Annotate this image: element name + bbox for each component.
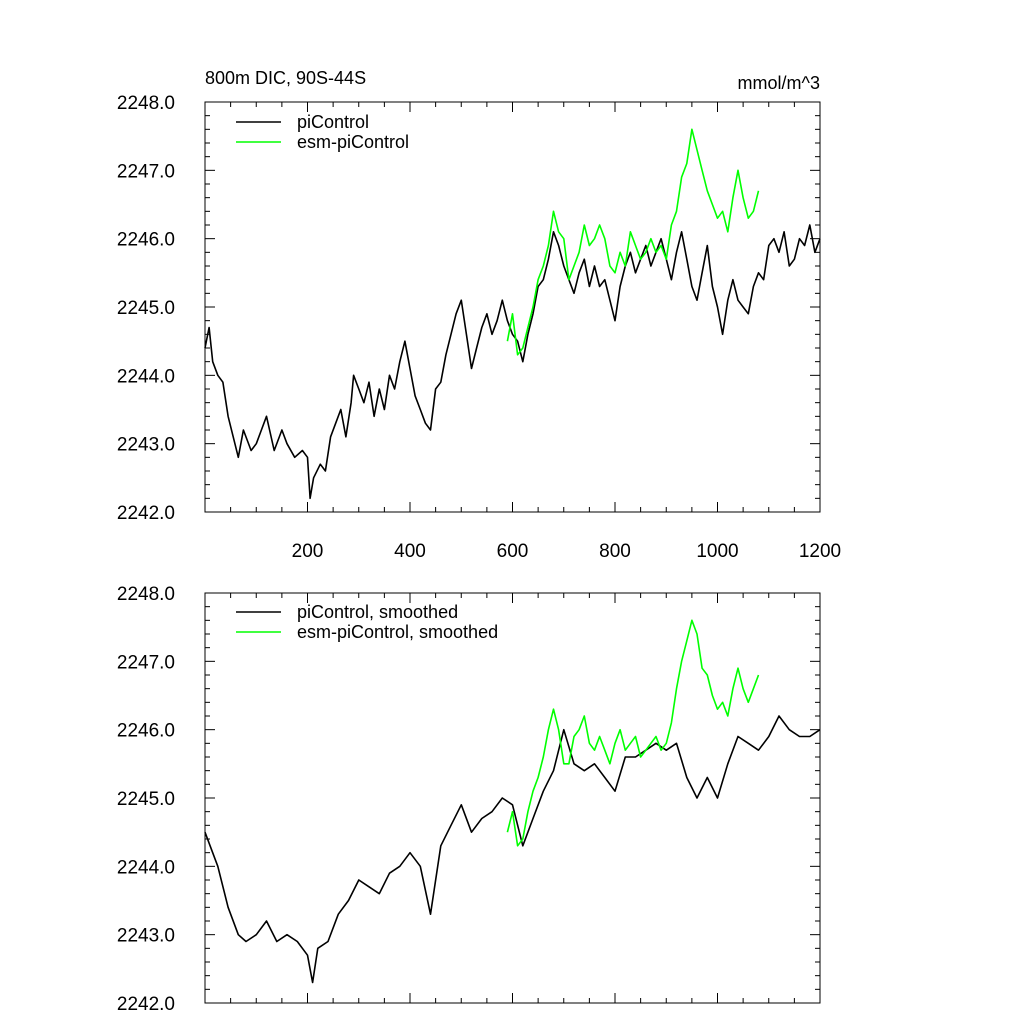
x-tick-label: 1200 [799, 541, 841, 562]
panel-bottom-smoothed: 2242.0 2243.0 2244.0 2245.0 2246.0 2247.0 2248… [117, 584, 821, 1015]
y-tick-label: 2244.0 [117, 366, 175, 387]
y-tick-label: 2242.0 [117, 994, 175, 1015]
y-tick-label: 2242.0 [117, 503, 175, 524]
x-tick-label: 200 [292, 541, 324, 562]
panel-top-raw: 2242.0 2243.0 2244.0 2245.0 2246.0 2247.0 2248… [117, 93, 841, 562]
series-line-picontrol [204, 715, 821, 984]
x-tick-label: 400 [394, 541, 426, 562]
series-line-esm-picontrol [506, 128, 760, 356]
y-tick-label: 2245.0 [117, 789, 175, 810]
units-label: mmol/m^3 [738, 73, 820, 93]
y-tick-label: 2247.0 [117, 161, 175, 182]
legend-label: piControl, smoothed [297, 602, 458, 622]
x-tick-label: 800 [599, 541, 631, 562]
series-line-esm-picontrol [506, 619, 760, 847]
y-tick-label: 2246.0 [117, 721, 175, 742]
y-tick-label: 2245.0 [117, 298, 175, 319]
y-tick-label: 2248.0 [117, 584, 175, 605]
y-tick-label: 2248.0 [117, 93, 175, 114]
y-tick-label: 2243.0 [117, 926, 175, 947]
x-tick-label: 600 [497, 541, 529, 562]
y-tick-label: 2244.0 [117, 857, 175, 878]
y-tick-label: 2243.0 [117, 435, 175, 456]
chart-title: 800m DIC, 90S-44S [205, 68, 366, 88]
y-tick-label: 2247.0 [117, 652, 175, 673]
x-tick-label: 1000 [696, 541, 738, 562]
y-tick-label: 2246.0 [117, 230, 175, 251]
legend-label: esm-piControl [297, 132, 409, 152]
legend-label: esm-piControl, smoothed [297, 622, 498, 642]
legend-label: piControl [297, 112, 369, 132]
